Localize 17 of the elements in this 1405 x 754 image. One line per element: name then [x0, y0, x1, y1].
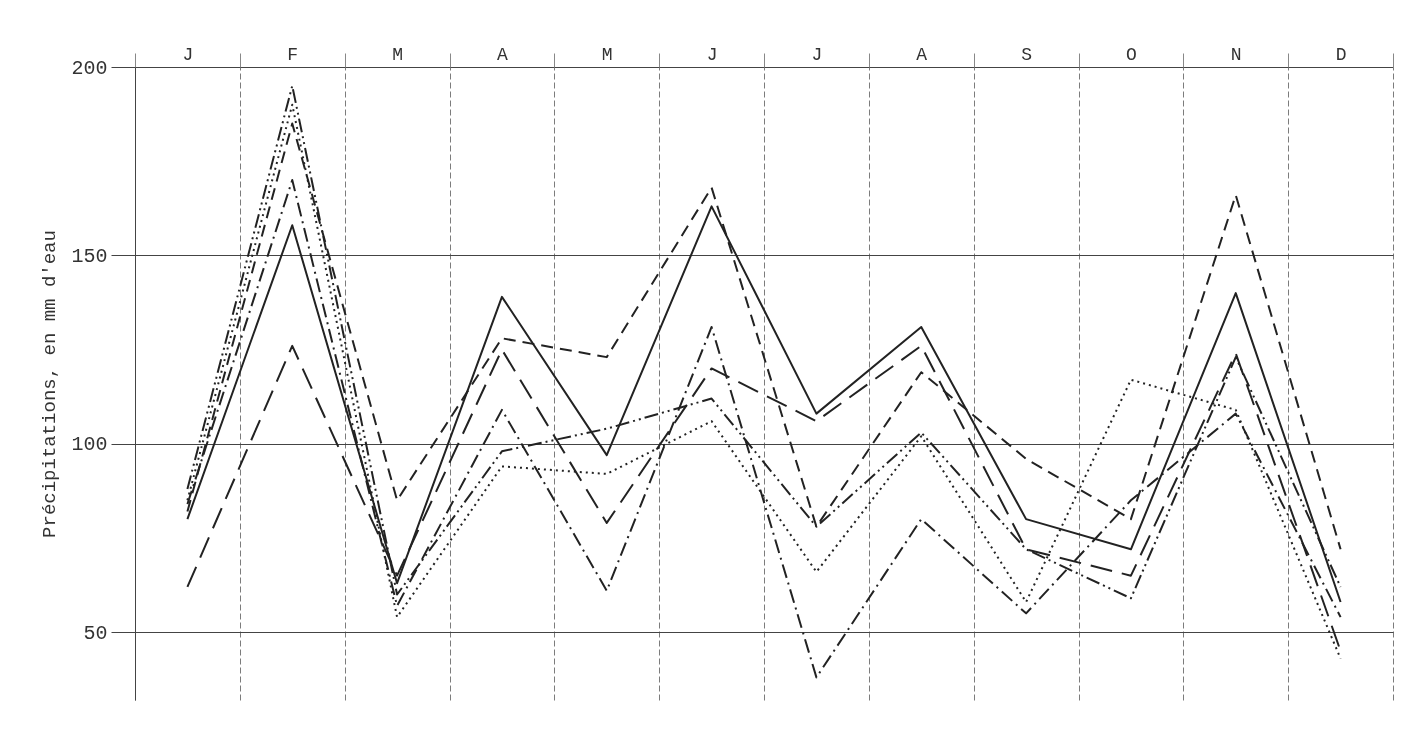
- x-tick-label: A: [497, 44, 509, 65]
- x-tick-label: J: [811, 44, 823, 65]
- x-tick-label: F: [287, 44, 299, 65]
- y-axis-title: Précipitations, en mm d'eau: [39, 230, 62, 538]
- y-tick-label: 150: [71, 244, 108, 268]
- x-tick-label: J: [706, 44, 718, 65]
- x-tick-label: S: [1021, 44, 1032, 65]
- x-tick-label: M: [601, 44, 613, 65]
- y-tick-label: 100: [71, 433, 108, 457]
- y-tick-label: 50: [83, 621, 108, 645]
- x-tick-label: O: [1126, 44, 1137, 65]
- x-tick-label: N: [1230, 44, 1242, 65]
- x-tick-label: A: [916, 44, 928, 65]
- x-tick-label: J: [182, 44, 194, 65]
- y-tick-label: 200: [71, 56, 108, 80]
- x-tick-label: D: [1335, 44, 1347, 65]
- x-tick-label: M: [392, 44, 403, 65]
